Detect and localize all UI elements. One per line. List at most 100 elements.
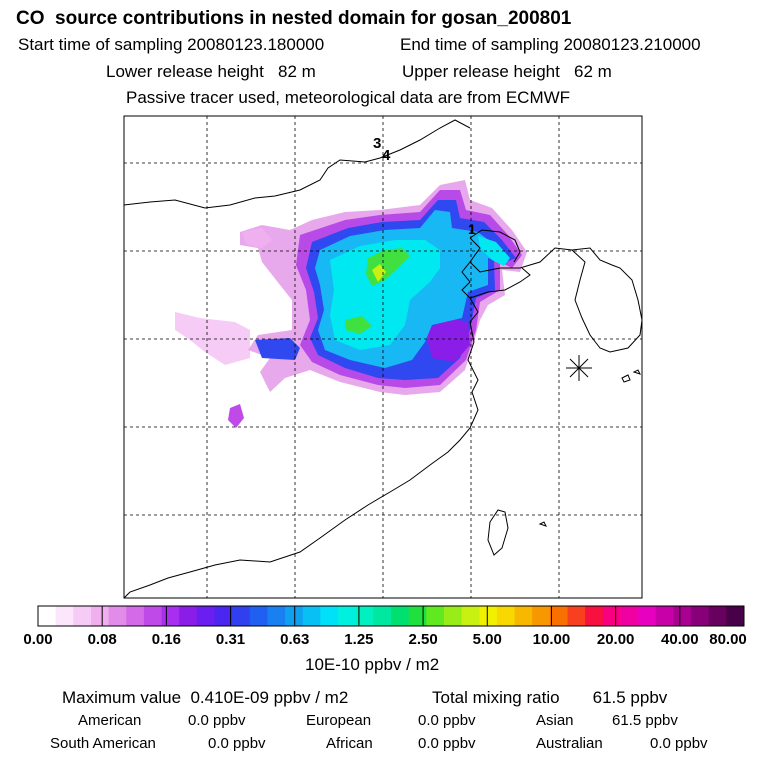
colorbar-cell (285, 606, 304, 626)
region-american-value: 0.0 ppbv (188, 712, 246, 729)
map-panel: 3 4 1 (123, 115, 643, 599)
colorbar-cell (602, 606, 621, 626)
map-label-3: 3 (373, 135, 381, 152)
end-time: End time of sampling 20080123.210000 (400, 35, 701, 54)
start-time: Start time of sampling 20080123.180000 (18, 35, 325, 54)
colorbar-tick-label: 0.63 (280, 631, 310, 648)
taiwan (487, 509, 509, 556)
region-american-name: American (78, 712, 142, 729)
coastline-bohai (469, 247, 613, 273)
tracer-note: Passive tracer used, meteorological data… (126, 88, 571, 107)
region-south-american-value: 0.0 ppbv (208, 735, 266, 752)
plume-spot-north (242, 228, 272, 248)
colorbar-cell (496, 606, 515, 626)
map-frame (123, 115, 643, 599)
colorbar-cell (126, 606, 145, 626)
colorbar-cell (673, 606, 692, 626)
coastline-east-china (123, 237, 481, 599)
islands (538, 369, 641, 527)
region-asian-name: Asian (536, 712, 574, 729)
colorbar-cell (567, 606, 586, 626)
region-australian-name: Australian (536, 735, 603, 752)
coastline-shandong (469, 267, 531, 299)
grid (124, 116, 642, 598)
region-australian-value: 0.0 ppbv (650, 735, 708, 752)
colorbar-tick-label: 0.00 (23, 631, 53, 648)
region-african-name: African (326, 735, 373, 752)
colorbar-cell (408, 606, 427, 626)
chart-title: CO source contributions in nested domain… (16, 8, 572, 29)
colorbar-cell (532, 606, 551, 626)
max-value: Maximum value 0.410E-09 ppbv / m2 (62, 688, 349, 707)
colorbar-tick-label: 5.00 (472, 631, 502, 648)
colorbar-tick-label: 0.16 (151, 631, 181, 648)
colorbar-tick-label: 0.31 (215, 631, 246, 648)
colorbar-cell (426, 606, 445, 626)
colorbar-cell (38, 606, 57, 626)
region-european-name: European (306, 712, 372, 729)
colorbar-tick-label: 40.00 (661, 631, 699, 648)
plume-outer-west (175, 312, 250, 365)
colorbar-cell (355, 606, 374, 626)
colorbar-cell (479, 606, 498, 626)
plume-cyan-arm (478, 236, 510, 266)
colorbar-cell (232, 606, 251, 626)
plume-blue-west (255, 338, 300, 360)
plume-spot-south (228, 404, 244, 428)
colorbar-cell (514, 606, 533, 626)
colorbar-tick-label: 80.00 (709, 631, 747, 648)
region-african-value: 0.0 ppbv (418, 735, 476, 752)
colorbar-cell (249, 606, 268, 626)
colorbar-tick-label: 10.00 (532, 631, 571, 648)
colorbar-cell (73, 606, 92, 626)
colorbar-cell (108, 606, 127, 626)
colorbar-cell (196, 606, 215, 626)
colorbar-tick-label: 0.08 (87, 631, 117, 648)
plume-magenta-spot (425, 318, 470, 362)
colorbar-frame (37, 605, 745, 627)
colorbar-cell (214, 606, 233, 626)
colorbar-cell (143, 606, 162, 626)
colorbar-cell (549, 606, 568, 626)
coastlines (123, 119, 643, 599)
colorbar-cell (691, 606, 710, 626)
colorbar-cell (338, 606, 357, 626)
colorbar-cell (55, 606, 74, 626)
colorbar (37, 605, 745, 627)
coastline-yellow-sea-outline (469, 229, 521, 263)
map-label-1: 1 (468, 221, 476, 237)
receptor-marker (566, 355, 592, 381)
colorbar-cell (708, 606, 727, 626)
colorbar-cell (179, 606, 198, 626)
colorbar-cell (90, 606, 109, 626)
region-south-american-name: South American (50, 735, 156, 752)
colorbar-cell (461, 606, 480, 626)
plume-yellowgreen (372, 264, 386, 282)
coastline-korea (571, 249, 643, 353)
colorbar-tick-label: 20.00 (596, 631, 635, 648)
colorbar-unit: 10E-10 ppbv / m2 (305, 655, 440, 674)
colorbar-tick-label: 2.50 (408, 631, 438, 648)
colorbar-cells (38, 606, 745, 626)
colorbar-cell (655, 606, 674, 626)
colorbar-cell (726, 606, 745, 626)
colorbar-cell (302, 606, 321, 626)
colorbar-cell (585, 606, 604, 626)
colorbar-cell (638, 606, 657, 626)
colorbar-tick-label: 1.25 (344, 631, 374, 648)
region-european-value: 0.0 ppbv (418, 712, 476, 729)
map-label-4: 4 (382, 147, 391, 164)
coastline-north-border (123, 119, 471, 209)
total-mixing-ratio: Total mixing ratio 61.5 ppbv (432, 688, 668, 707)
upper-release-height: Upper release height 62 m (402, 62, 612, 81)
colorbar-cell (443, 606, 462, 626)
colorbar-cell (373, 606, 392, 626)
lower-release-height: Lower release height 82 m (106, 62, 316, 81)
colorbar-cell (161, 606, 180, 626)
colorbar-cell (620, 606, 639, 626)
colorbar-cell (391, 606, 410, 626)
region-asian-value: 61.5 ppbv (612, 712, 678, 729)
plume-green-2 (345, 316, 372, 334)
concentration-field (175, 180, 527, 428)
colorbar-cell (320, 606, 339, 626)
